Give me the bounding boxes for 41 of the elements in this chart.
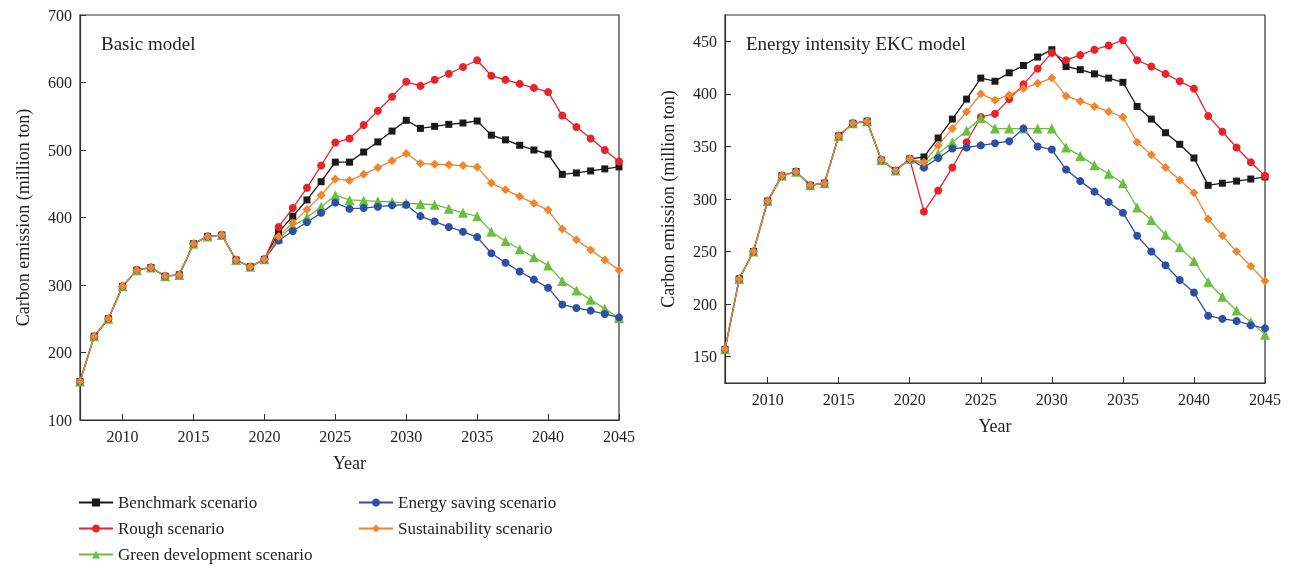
x-tick-label: 2030 bbox=[1035, 390, 1068, 408]
y-axis-title: Carbon emission (million ton) bbox=[658, 90, 679, 308]
x-tick-label: 2010 bbox=[106, 427, 139, 445]
y-tick-label: 200 bbox=[48, 344, 72, 361]
legend-label: Green development scenario bbox=[118, 545, 313, 564]
y-tick-label: 400 bbox=[693, 85, 717, 103]
x-tick-label: 2015 bbox=[822, 390, 855, 408]
y-tick-label: 100 bbox=[48, 411, 72, 429]
x-tick-label: 2045 bbox=[1249, 390, 1281, 408]
y-tick-label: 300 bbox=[48, 276, 72, 294]
legend-label: Rough scenario bbox=[118, 519, 225, 538]
legend-label: Benchmark scenario bbox=[118, 493, 258, 512]
y-tick-label: 350 bbox=[693, 137, 717, 155]
x-tick-label: 2025 bbox=[964, 390, 997, 408]
text: Basic model bbox=[101, 33, 196, 54]
x-tick-label: 2030 bbox=[390, 427, 423, 445]
y-tick-label: 250 bbox=[693, 243, 717, 261]
x-tick-label: 2035 bbox=[1106, 390, 1139, 408]
x-tick-label: 2040 bbox=[1177, 390, 1210, 408]
x-axis-title: Year bbox=[332, 453, 367, 473]
x-tick-label: 2020 bbox=[893, 390, 926, 408]
y-tick-label: 200 bbox=[693, 295, 717, 313]
y-tick-label: 450 bbox=[693, 32, 717, 50]
y-tick-label: 600 bbox=[48, 74, 72, 91]
x-tick-label: 2015 bbox=[177, 427, 210, 445]
y-tick-label: 500 bbox=[48, 141, 72, 159]
x-tick-label: 2035 bbox=[461, 427, 494, 445]
x-axis-title: Year bbox=[978, 416, 1012, 436]
text: Energy intensity EKC model bbox=[746, 33, 966, 54]
x-tick-label: 2045 bbox=[603, 427, 635, 445]
y-tick-label: 300 bbox=[693, 190, 717, 208]
x-tick-label: 2040 bbox=[532, 427, 565, 445]
x-tick-label: 2010 bbox=[751, 390, 784, 408]
y-tick-label: 400 bbox=[48, 209, 72, 226]
x-tick-label: 2020 bbox=[248, 427, 281, 445]
y-tick-label: 150 bbox=[693, 348, 717, 366]
legend-label: Sustainability scenario bbox=[398, 519, 553, 538]
legend-label: Energy saving scenario bbox=[398, 493, 557, 512]
y-axis-title: Carbon emission (million ton) bbox=[13, 108, 34, 327]
y-tick-label: 700 bbox=[48, 6, 72, 24]
x-tick-label: 2025 bbox=[319, 427, 352, 445]
